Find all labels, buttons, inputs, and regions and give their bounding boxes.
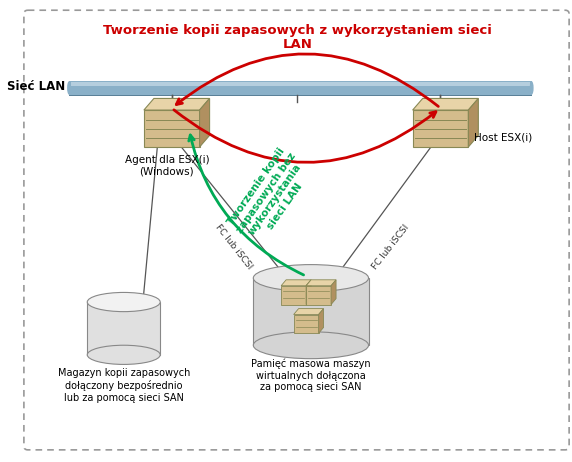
Bar [69,93,532,96]
Ellipse shape [253,332,368,359]
Text: Magazyn kopii zapasowych
dołączony bezpośrednio
lub za pomocą sieci SAN: Magazyn kopii zapasowych dołączony bezpo… [58,368,190,403]
Ellipse shape [530,81,534,95]
Ellipse shape [88,292,160,312]
Polygon shape [331,280,336,304]
Bar [293,315,319,333]
Bar [281,286,306,304]
Polygon shape [293,309,324,315]
Bar [412,110,468,147]
Text: Agent dla ESX(i)
(Windows): Agent dla ESX(i) (Windows) [125,155,209,176]
Polygon shape [306,280,311,304]
Ellipse shape [253,265,368,292]
Bar [306,286,331,304]
Text: Tworzenie kopii
zapasowych bez
wykorzystania
sieci LAN: Tworzenie kopii zapasowych bez wykorzyst… [225,145,316,249]
Polygon shape [200,98,209,147]
Bar [88,302,160,355]
Polygon shape [144,98,209,110]
Polygon shape [281,280,311,286]
Text: Host ESX(i): Host ESX(i) [474,133,533,142]
Bar [253,278,368,345]
Polygon shape [319,309,324,333]
Polygon shape [306,280,336,286]
Text: LAN: LAN [283,38,312,51]
Bar [69,81,532,95]
Ellipse shape [88,345,160,365]
Polygon shape [468,98,478,147]
Text: Pamięć masowa maszyn
wirtualnych dołączona
za pomocą sieci SAN: Pamięć masowa maszyn wirtualnych dołączo… [251,359,371,392]
Polygon shape [412,98,478,110]
Bar [144,110,200,147]
Bar [71,82,530,86]
Ellipse shape [67,81,71,95]
Text: Tworzenie kopii zapasowych z wykorzystaniem sieci: Tworzenie kopii zapasowych z wykorzystan… [103,24,492,37]
Text: FC lub iSCSI: FC lub iSCSI [370,223,411,272]
Text: Sieć LAN: Sieć LAN [7,79,65,92]
Text: FC lub iSCSI: FC lub iSCSI [214,223,255,272]
